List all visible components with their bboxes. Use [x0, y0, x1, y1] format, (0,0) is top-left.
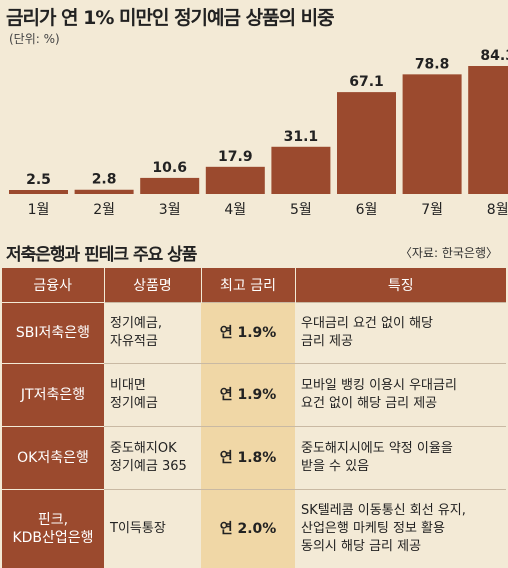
bar-1월: [9, 190, 68, 194]
product-table: 금융사 상품명 최고 금리 특징 SBI저축은행 정기예금,자유적금 연 1.9…: [2, 268, 506, 568]
product-cell: 정기예금,자유적금: [104, 303, 201, 364]
month-tick-label: 1월: [28, 202, 50, 218]
value-label: 2.8: [92, 172, 117, 188]
month-tick-label: 5월: [290, 202, 312, 218]
month-tick-label: 7월: [421, 202, 443, 218]
table-header-row: 금융사 상품명 최고 금리 특징: [2, 268, 506, 303]
rate-cell: 연 2.0%: [201, 490, 295, 568]
value-label: 67.1: [349, 74, 384, 90]
month-tick-label: 4월: [224, 202, 246, 218]
header-product: 상품명: [104, 268, 201, 303]
bank-cell: JT저축은행: [2, 364, 104, 427]
value-label: 2.5: [26, 172, 51, 188]
month-tick-label: 2월: [93, 202, 115, 218]
bar-3월: [140, 178, 199, 194]
product-cell: T이득통장: [104, 490, 201, 568]
value-label: 31.1: [284, 129, 319, 145]
bank-cell: SBI저축은행: [2, 303, 104, 364]
bar-7월: [403, 74, 462, 194]
month-tick-label: 6월: [356, 202, 378, 218]
value-label: 17.9: [218, 149, 253, 165]
month-tick-label: 8월: [487, 202, 508, 218]
header-feature: 특징: [295, 268, 506, 303]
bank-cell: 핀크,KDB산업은행: [2, 490, 104, 568]
bank-cell: OK저축은행: [2, 427, 104, 490]
header-rate: 최고 금리: [201, 268, 295, 303]
source-label: 〈자료: 한국은행〉: [400, 244, 498, 261]
value-label: 10.6: [152, 160, 187, 176]
bar-2월: [75, 190, 134, 194]
value-label: 78.8: [415, 56, 450, 72]
bar-8월: [468, 66, 508, 194]
rate-cell: 연 1.9%: [201, 364, 295, 427]
value-label: 84.3: [480, 48, 508, 64]
month-tick-label: 3월: [159, 202, 181, 218]
header-bank: 금융사: [2, 268, 104, 303]
bar-5월: [271, 147, 330, 194]
chart-title: 금리가 연 1% 미만인 정기예금 상품의 비중: [6, 3, 334, 30]
bar-6월: [337, 92, 396, 194]
bar-4월: [206, 167, 265, 194]
rate-cell: 연 1.8%: [201, 427, 295, 490]
bar-chart: 2.5 1월 2.8 2월 10.6 3월 17.9 4월 31.1 5월 67.1 6월 78.8 7월…: [0, 40, 508, 225]
table-row: 핀크,KDB산업은행 T이득통장 연 2.0% SK텔레콤 이동통신 회선 유지…: [2, 490, 506, 568]
rate-cell: 연 1.9%: [201, 303, 295, 364]
table-title: 저축은행과 핀테크 주요 상품: [6, 240, 196, 265]
